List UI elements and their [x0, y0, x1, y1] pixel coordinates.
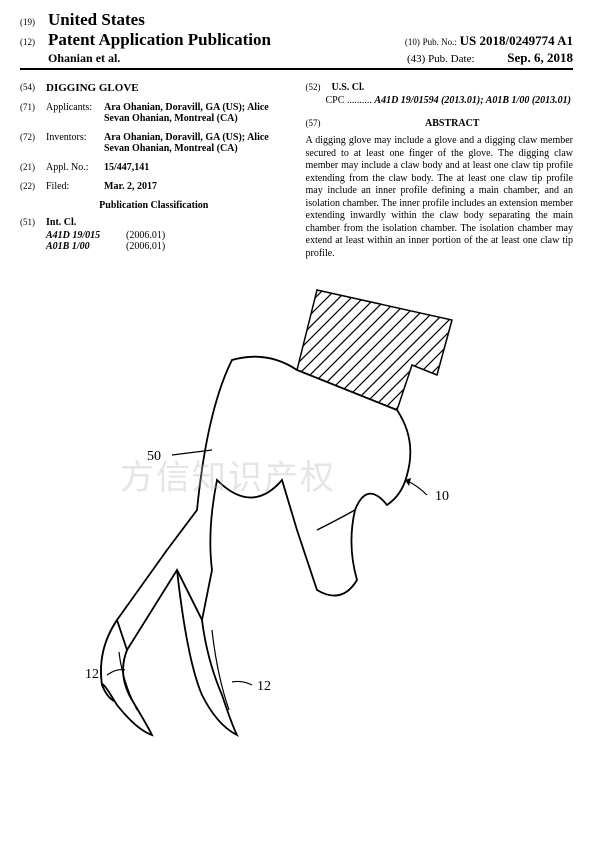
uscl-label: U.S. Cl. [332, 82, 365, 93]
code-21: (21) [20, 162, 46, 173]
code-10: (10) [405, 37, 420, 47]
intcl-label: Int. Cl. [46, 217, 76, 228]
biblio-columns: (54) DIGGING GLOVE (71) Applicants: Ara … [20, 82, 573, 260]
code-43: (43) [407, 53, 425, 65]
header-block: (19) United States (12) Patent Applicati… [20, 10, 573, 70]
ref-12a: 12 [85, 667, 99, 682]
cpc-value: A41D 19/01594 (2013.01); A01B 1/00 (2013… [374, 95, 571, 106]
intcl-row: A01B 1/00 (2006.01) [46, 241, 288, 252]
filed-value: Mar. 2, 2017 [104, 181, 288, 192]
cpc-line: CPC .......... A41D 19/01594 (2013.01); … [306, 95, 574, 106]
inventors-value: Ara Ohanian, Doravill, GA (US); Alice Se… [104, 132, 288, 154]
pubclass-heading: Publication Classification [20, 200, 288, 211]
intcl-code: A41D 19/015 [46, 230, 126, 241]
intcl-date: (2006.01) [126, 230, 165, 241]
pubno-block: (10) Pub. No.: US 2018/0249774 A1 [405, 33, 573, 49]
filed-label: Filed: [46, 181, 104, 192]
pubdate-value: Sep. 6, 2018 [507, 50, 573, 65]
code-12: (12) [20, 37, 42, 47]
applno-label: Appl. No.: [46, 162, 104, 173]
publication-type: Patent Application Publication [48, 30, 271, 50]
code-51: (51) [20, 217, 46, 228]
pubno-label: Pub. No.: [423, 37, 457, 47]
authors: Ohanian et al. [48, 51, 120, 66]
right-column: (52) U.S. Cl. CPC .......... A41D 19/015… [306, 82, 574, 260]
header-row-2: (12) Patent Application Publication (10)… [20, 30, 573, 50]
applicants-value: Ara Ohanian, Doravill, GA (US); Alice Se… [104, 102, 288, 124]
left-column: (54) DIGGING GLOVE (71) Applicants: Ara … [20, 82, 288, 260]
intcl-row: A41D 19/015 (2006.01) [46, 230, 288, 241]
pubdate-block: (43) Pub. Date: Sep. 6, 2018 [407, 50, 573, 66]
intcl-list: A41D 19/015 (2006.01) A01B 1/00 (2006.01… [46, 230, 288, 252]
header-row-1: (19) United States [20, 10, 573, 30]
abstract-body: A digging glove may include a glove and … [306, 135, 574, 260]
applno-value: 15/447,141 [104, 162, 288, 173]
abstract-title: ABSTRACT [332, 118, 574, 129]
code-54: (54) [20, 82, 46, 94]
author-row: Ohanian et al. (43) Pub. Date: Sep. 6, 2… [20, 50, 573, 70]
pubno-value: US 2018/0249774 A1 [460, 33, 573, 48]
country: United States [48, 10, 145, 30]
ref-12b: 12 [257, 679, 271, 694]
ref-50: 50 [147, 449, 161, 464]
code-57: (57) [306, 118, 332, 133]
code-52: (52) [306, 82, 332, 93]
code-71: (71) [20, 102, 46, 124]
glove-figure: 10 50 12 12 [57, 280, 537, 760]
cpc-label: CPC .......... [326, 95, 372, 106]
ref-10: 10 [435, 489, 449, 504]
intcl-code: A01B 1/00 [46, 241, 126, 252]
invention-title: DIGGING GLOVE [46, 82, 139, 94]
figure-area: 方信知识产权 10 50 12 [20, 280, 573, 763]
code-19: (19) [20, 17, 42, 27]
code-22: (22) [20, 181, 46, 192]
inventors-label: Inventors: [46, 132, 104, 154]
pubdate-label: Pub. Date: [428, 53, 474, 65]
code-72: (72) [20, 132, 46, 154]
intcl-date: (2006.01) [126, 241, 165, 252]
applicants-label: Applicants: [46, 102, 104, 124]
